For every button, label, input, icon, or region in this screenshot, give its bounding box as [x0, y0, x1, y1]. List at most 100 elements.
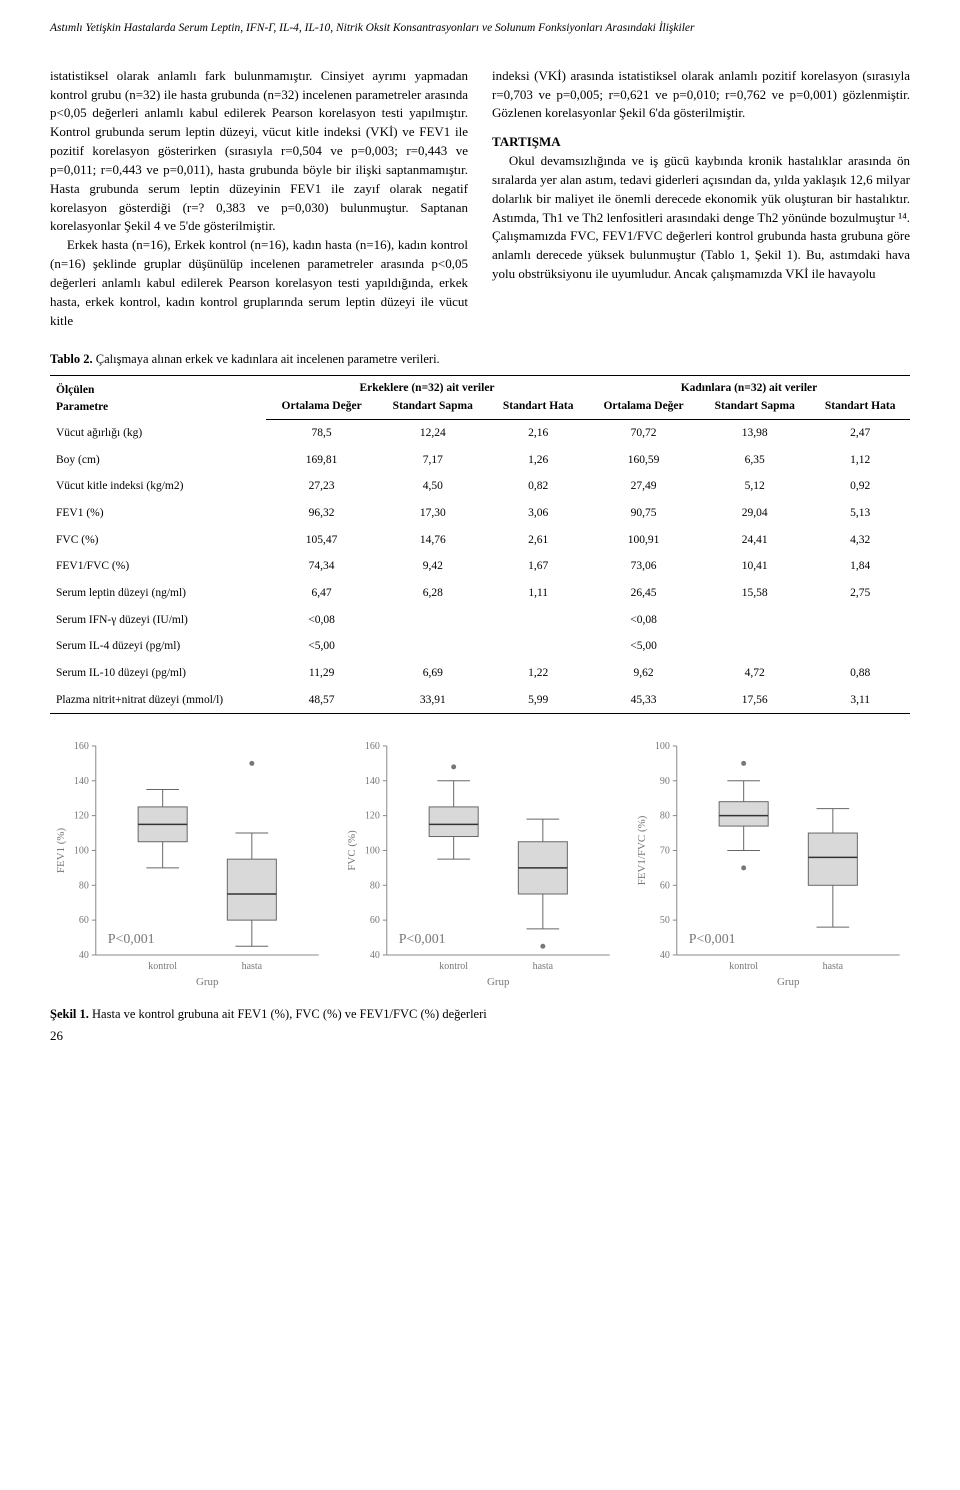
svg-text:100: 100 — [655, 741, 670, 752]
svg-text:Grup: Grup — [487, 976, 510, 988]
th-parametre: Ölçülen Parametre — [50, 375, 266, 419]
table-cell: 1,22 — [488, 660, 588, 687]
svg-text:kontrol: kontrol — [148, 961, 177, 972]
page-number: 26 — [50, 1027, 910, 1046]
svg-text:80: 80 — [79, 881, 89, 892]
table-cell: 27,49 — [588, 473, 699, 500]
table-cell: 6,35 — [699, 447, 810, 474]
table-cell: 2,47 — [810, 419, 910, 446]
table-row: Vücut ağırlığı (kg)78,512,242,1670,7213,… — [50, 419, 910, 446]
discussion-heading: TARTIŞMA — [492, 133, 910, 152]
table-cell: 73,06 — [588, 553, 699, 580]
table-cell: <0,08 — [588, 607, 699, 634]
table-cell: 3,11 — [810, 687, 910, 714]
svg-text:120: 120 — [74, 811, 89, 822]
table-row: Plazma nitrit+nitrat düzeyi (mmol/l)48,5… — [50, 687, 910, 714]
th-male-sd: Standart Sapma — [377, 398, 488, 419]
table-cell: Plazma nitrit+nitrat düzeyi (mmol/l) — [50, 687, 266, 714]
table-cell: <5,00 — [266, 633, 377, 660]
table-row: Vücut kitle indeksi (kg/m2)27,234,500,82… — [50, 473, 910, 500]
table-cell: 5,12 — [699, 473, 810, 500]
table-cell: 17,56 — [699, 687, 810, 714]
table-cell: 45,33 — [588, 687, 699, 714]
table-cell: 169,81 — [266, 447, 377, 474]
table-cell: 12,24 — [377, 419, 488, 446]
th-female-mean: Ortalama Değer — [588, 398, 699, 419]
table-cell: Serum IL-10 düzeyi (pg/ml) — [50, 660, 266, 687]
svg-text:kontrol: kontrol — [439, 961, 468, 972]
left-paragraph-1: istatistiksel olarak anlamlı fark bulunm… — [50, 67, 468, 237]
table-cell: 24,41 — [699, 527, 810, 554]
table-cell: Vücut kitle indeksi (kg/m2) — [50, 473, 266, 500]
svg-text:160: 160 — [74, 741, 89, 752]
svg-text:140: 140 — [74, 776, 89, 787]
table-cell: 5,13 — [810, 500, 910, 527]
table-cell: 2,61 — [488, 527, 588, 554]
table-cell: FVC (%) — [50, 527, 266, 554]
svg-text:hasta: hasta — [532, 961, 553, 972]
table-row: Boy (cm)169,817,171,26160,596,351,12 — [50, 447, 910, 474]
svg-text:60: 60 — [79, 915, 89, 926]
svg-text:120: 120 — [365, 811, 380, 822]
table-cell: <0,08 — [266, 607, 377, 634]
boxplot-chart: 406080100120140160 kontrol hasta Grup FV… — [341, 736, 620, 995]
table-cell — [377, 633, 488, 660]
table-cell: 4,32 — [810, 527, 910, 554]
boxplot-chart: 405060708090100 kontrol hasta Grup FEV1/… — [631, 736, 910, 995]
table-cell: Serum IL-4 düzeyi (pg/ml) — [50, 633, 266, 660]
table-cell: 4,50 — [377, 473, 488, 500]
right-column: indeksi (VKİ) arasında istatistiksel ola… — [492, 67, 910, 331]
table2-caption: Tablo 2. Çalışmaya alınan erkek ve kadın… — [50, 350, 910, 368]
svg-text:140: 140 — [365, 776, 380, 787]
svg-text:P<0,001: P<0,001 — [108, 932, 155, 947]
svg-text:40: 40 — [660, 950, 670, 961]
table-cell: 48,57 — [266, 687, 377, 714]
table-row: Serum IFN-γ düzeyi (IU/ml)<0,08<0,08 — [50, 607, 910, 634]
figure1-charts: 40 60 80 100 120 140 160 kontrol hasta Grup FE… — [50, 736, 910, 995]
table-cell: 15,58 — [699, 580, 810, 607]
table-cell: 70,72 — [588, 419, 699, 446]
running-header: Astımlı Yetişkin Hastalarda Serum Leptin… — [50, 20, 910, 37]
svg-text:P<0,001: P<0,001 — [689, 932, 736, 947]
table-cell: 90,75 — [588, 500, 699, 527]
th-group-female: Kadınlara (n=32) ait veriler — [588, 375, 910, 398]
table-cell: Serum IFN-γ düzeyi (IU/ml) — [50, 607, 266, 634]
table-cell: 10,41 — [699, 553, 810, 580]
table-cell: 105,47 — [266, 527, 377, 554]
table-cell: 0,92 — [810, 473, 910, 500]
table-cell: 6,28 — [377, 580, 488, 607]
table-cell: 1,11 — [488, 580, 588, 607]
table-cell: 26,45 — [588, 580, 699, 607]
right-paragraph-2: Okul devamsızlığında ve iş gücü kaybında… — [492, 152, 910, 284]
svg-text:90: 90 — [660, 776, 670, 787]
table-row: Serum IL-10 düzeyi (pg/ml)11,296,691,229… — [50, 660, 910, 687]
th-group-male: Erkeklere (n=32) ait veriler — [266, 375, 588, 398]
figure1-caption: Şekil 1. Hasta ve kontrol grubuna ait FE… — [50, 1005, 910, 1023]
svg-text:50: 50 — [660, 915, 670, 926]
th-male-mean: Ortalama Değer — [266, 398, 377, 419]
table-cell: 4,72 — [699, 660, 810, 687]
table-cell: 33,91 — [377, 687, 488, 714]
figure1-text: Hasta ve kontrol grubuna ait FEV1 (%), F… — [89, 1007, 487, 1021]
table-row: Serum IL-4 düzeyi (pg/ml)<5,00<5,00 — [50, 633, 910, 660]
table-cell: 74,34 — [266, 553, 377, 580]
table-cell: Vücut ağırlığı (kg) — [50, 419, 266, 446]
table-cell: 1,84 — [810, 553, 910, 580]
table2-caption-text: Çalışmaya alınan erkek ve kadınlara ait … — [93, 352, 440, 366]
table-cell: 27,23 — [266, 473, 377, 500]
table-cell — [488, 607, 588, 634]
table-cell: 78,5 — [266, 419, 377, 446]
svg-text:160: 160 — [365, 741, 380, 752]
figure1-label: Şekil 1. — [50, 1007, 89, 1021]
table2: Ölçülen Parametre Erkeklere (n=32) ait v… — [50, 375, 910, 715]
svg-text:FEV1 (%): FEV1 (%) — [55, 828, 67, 874]
table-cell: 6,69 — [377, 660, 488, 687]
table-cell: 17,30 — [377, 500, 488, 527]
svg-text:hasta: hasta — [242, 961, 263, 972]
two-column-body: istatistiksel olarak anlamlı fark bulunm… — [50, 67, 910, 331]
table-cell — [488, 633, 588, 660]
table-cell: 1,26 — [488, 447, 588, 474]
table-cell: 13,98 — [699, 419, 810, 446]
svg-text:FVC (%): FVC (%) — [346, 830, 358, 871]
table-cell: 100,91 — [588, 527, 699, 554]
